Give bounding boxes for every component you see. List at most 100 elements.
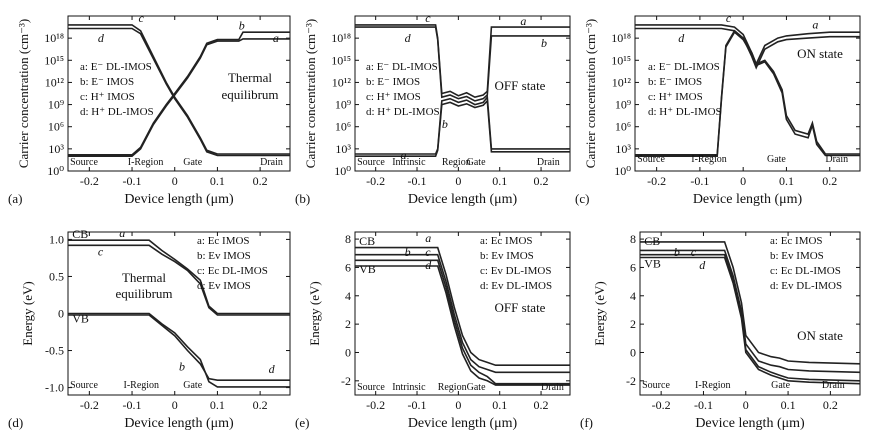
x-axis-label: Device length (μm) <box>124 192 234 207</box>
band-label: VB <box>644 256 661 270</box>
panel-f: -0.2 -0.1 0 0.1 0.2 -2 0 2 4 6 8 Device length (μm)… <box>580 231 861 431</box>
y-tick-label: 4 <box>345 289 351 303</box>
curve-letter: b <box>442 117 448 131</box>
region-label: Intrinsic <box>392 157 426 168</box>
state-annotation: Thermal <box>122 270 166 285</box>
y-tick-label: 10³ <box>615 142 631 156</box>
region-label: Source <box>357 157 385 168</box>
region-label: Gate <box>183 380 202 391</box>
region-label: Source <box>642 380 670 391</box>
x-tick-label: 0.2 <box>534 398 549 412</box>
curve-letter: d <box>98 31 105 45</box>
series-line-d <box>68 314 290 382</box>
y-tick-label: 6 <box>345 260 351 274</box>
y-axis-label: Energy (eV) <box>20 281 35 345</box>
series-line-b <box>68 244 290 316</box>
y-tick-label: 10⁹ <box>615 98 631 112</box>
y-tick-label: 10³ <box>48 142 64 156</box>
series-line-d <box>355 265 570 386</box>
x-tick-label: -0.2 <box>366 174 385 188</box>
y-tick-label: 10³ <box>335 142 351 156</box>
y-tick-label: 10¹⁵ <box>44 53 64 67</box>
x-tick-label: 0.2 <box>822 174 837 188</box>
legend-entry: b: Ev IMOS <box>197 250 251 262</box>
y-tick-label: 2 <box>345 317 351 331</box>
y-tick-label: 10⁶ <box>335 120 351 134</box>
panel-label: (f) <box>580 415 593 430</box>
curve-letter: c <box>98 245 104 259</box>
y-axis-label: Energy (eV) <box>307 281 322 345</box>
y-tick-label: 10¹² <box>45 75 65 89</box>
x-tick-label: 0 <box>172 174 178 188</box>
y-tick-label: 0 <box>345 345 351 359</box>
x-tick-label: -0.1 <box>690 174 709 188</box>
x-tick-label: 0.2 <box>534 174 549 188</box>
region-label: Drain <box>822 380 845 391</box>
y-tick-label: 8 <box>630 232 636 246</box>
series-line-a <box>68 239 290 315</box>
state-annotation: ON state <box>797 328 843 343</box>
legend-entry: a: Ec IMOS <box>480 235 533 247</box>
series-line-b <box>635 27 860 70</box>
panel-b: -0.2 -0.1 0 0.1 0.2 10⁰ 10³ 10⁶ 10⁹ 10¹² 10¹⁵ 10¹⁸ D… <box>295 11 571 207</box>
legend-entry: a: E⁻ DL-IMOS <box>80 61 152 73</box>
region-label: Drain <box>260 157 283 168</box>
curve-letter: c <box>425 245 431 259</box>
region-label: Gate <box>467 382 486 393</box>
curve-letter: a <box>119 226 125 240</box>
x-tick-label: -0.1 <box>123 174 142 188</box>
y-tick-label: 10⁰ <box>334 164 351 178</box>
y-tick-label: -0.5 <box>45 344 64 358</box>
series-line-d <box>640 256 861 385</box>
x-tick-label: 0 <box>455 174 461 188</box>
curve-letter: a <box>400 148 406 162</box>
y-tick-label: 0 <box>630 345 636 359</box>
x-tick-label: 0.1 <box>492 398 507 412</box>
curve-letter: a <box>273 31 279 45</box>
y-tick-label: 2 <box>630 317 636 331</box>
curve-letter: b <box>541 36 547 50</box>
x-tick-label: -0.1 <box>123 398 142 412</box>
legend-entry: a: E⁻ DL-IMOS <box>366 61 438 73</box>
panel-a: -0.2 -0.1 0 0.1 0.2 10⁰ 10³ 10⁶ 10⁹ 10¹² 10¹⁵ 10¹⁸ D… <box>8 11 291 207</box>
curve-letter: b <box>405 245 411 259</box>
y-tick-label: 10¹⁵ <box>331 53 351 67</box>
series-line-b <box>640 249 861 374</box>
y-tick-label: -2 <box>626 374 636 388</box>
legend-entry: d: H⁺ DL-IMOS <box>648 106 722 118</box>
legend-entry: d: Ev DL-IMOS <box>770 280 842 292</box>
state-annotation-sub: equilibrum <box>115 286 172 301</box>
y-tick-label: 10¹² <box>612 75 632 89</box>
curve-letter: a <box>812 18 818 32</box>
region-label: Region <box>438 382 467 393</box>
legend-entry: c: H⁺ IMOS <box>80 91 135 103</box>
plot-frame <box>639 231 861 396</box>
series-line-b <box>68 27 290 157</box>
x-tick-label: -0.2 <box>652 398 671 412</box>
x-tick-label: 0.1 <box>492 174 507 188</box>
x-tick-label: 0 <box>172 398 178 412</box>
curve-letter: a <box>520 14 526 28</box>
plot-frame <box>67 15 291 172</box>
y-axis-label: Carrier concentration (cm⁻³) <box>16 19 31 168</box>
x-tick-label: -0.2 <box>647 174 666 188</box>
curve-letter: c <box>425 11 431 25</box>
curve-letter: c <box>691 245 697 259</box>
y-tick-label: 10¹² <box>332 75 352 89</box>
region-label: Source <box>70 380 98 391</box>
legend-entry: d: H⁺ DL-IMOS <box>80 106 154 118</box>
region-label: Gate <box>467 157 486 168</box>
region-label: I-Region <box>691 154 727 165</box>
curve-letter: c <box>726 11 732 25</box>
y-tick-label: 10¹⁸ <box>331 31 351 45</box>
state-annotation: Thermal <box>228 70 272 85</box>
y-tick-label: 10¹⁸ <box>44 31 64 45</box>
plot-frame <box>354 15 571 172</box>
x-tick-label: 0.1 <box>779 174 794 188</box>
y-tick-label: 10⁶ <box>615 120 631 134</box>
region-label: Gate <box>767 154 786 165</box>
x-tick-label: -0.2 <box>80 398 99 412</box>
x-tick-label: 0 <box>455 398 461 412</box>
state-annotation: ON state <box>797 46 843 61</box>
legend-entry: d: H⁺ DL-IMOS <box>366 106 440 118</box>
